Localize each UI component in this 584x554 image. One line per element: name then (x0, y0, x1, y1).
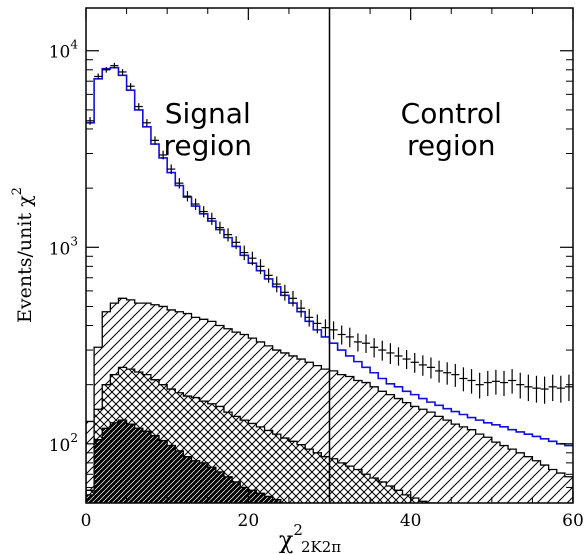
y-tick-label-base: 10 (49, 436, 71, 456)
data-point (159, 150, 168, 160)
data-point (361, 334, 371, 353)
data-point (102, 67, 111, 73)
data-point (459, 367, 468, 392)
data-point (280, 284, 289, 301)
data-point (94, 73, 103, 80)
data-point (215, 221, 224, 234)
x-tick-label: 60 (562, 511, 584, 531)
data-point (556, 375, 565, 403)
data-point (516, 372, 525, 399)
data-point (345, 327, 354, 348)
data-point (150, 136, 160, 145)
y-tick-label: 102 (49, 431, 78, 456)
data-point (475, 372, 484, 399)
data-point (264, 268, 273, 283)
data-point (394, 347, 403, 366)
plot-area (86, 62, 573, 503)
data-point (451, 363, 460, 387)
signal-region-label: Signal (165, 97, 251, 130)
y-tick-label-base: 10 (49, 43, 71, 63)
data-point (86, 117, 95, 125)
signal-region-label: region (163, 129, 252, 162)
data-point (491, 369, 500, 395)
data-point (532, 375, 541, 403)
data-point (297, 299, 306, 318)
data-point (548, 374, 557, 402)
y-tick-label-exponent: 2 (70, 431, 78, 445)
data-point (199, 206, 208, 218)
x-axis-label-sub: 2K2π (301, 538, 341, 554)
data-point (370, 338, 379, 358)
data-point (426, 357, 436, 379)
data-point (508, 369, 517, 394)
data-point (207, 212, 216, 225)
y-tick-label: 103 (49, 234, 78, 259)
control-region-label: Control (401, 97, 502, 130)
data-point (418, 355, 427, 376)
data-point (524, 374, 533, 402)
data-point (337, 325, 346, 345)
data-point (410, 352, 419, 373)
data-point (402, 350, 411, 370)
data-point (353, 333, 362, 352)
background-black-histogram (86, 419, 290, 503)
x-tick-label: 40 (400, 511, 422, 531)
y-tick-label-exponent: 4 (70, 38, 78, 52)
data-point (378, 340, 387, 361)
y-axis-label-sup: 2 (10, 187, 25, 195)
data-point (443, 362, 452, 385)
data-point (191, 198, 200, 210)
data-point (329, 321, 338, 340)
x-axis-label: χ2 2K2π (279, 521, 341, 554)
data-point (110, 62, 119, 69)
x-axis-label-sup: 2 (293, 521, 303, 539)
data-point (223, 228, 233, 242)
y-tick-label-base: 10 (49, 239, 71, 259)
data-point (321, 319, 330, 337)
data-point (118, 69, 127, 75)
data-point (240, 245, 249, 261)
data-point (288, 290, 298, 307)
data-point (167, 164, 176, 174)
data-point (499, 370, 509, 397)
data-point (386, 343, 395, 364)
data-point (483, 370, 492, 397)
x-tick-label: 20 (238, 511, 260, 531)
data-point (313, 314, 322, 334)
y-tick-label-exponent: 3 (70, 234, 78, 248)
data-point (435, 360, 444, 383)
data-point (467, 369, 476, 394)
x-axis-label-main: χ (279, 526, 294, 554)
data-point (540, 376, 549, 404)
y-axis-label-main: Events/unit χ (14, 195, 36, 323)
y-tick-label: 104 (49, 38, 79, 63)
data-point (256, 259, 265, 275)
data-point (248, 251, 257, 266)
data-point (305, 309, 314, 327)
data-point (564, 374, 573, 402)
y-axis-label: Events/unit χ2 (10, 187, 36, 323)
data-point (232, 236, 241, 250)
data-point (272, 276, 281, 293)
data-point (134, 103, 143, 111)
x-tick-label: 0 (81, 511, 92, 531)
data-point (183, 191, 192, 202)
data-point (126, 83, 135, 90)
data-point (142, 119, 151, 127)
data-point (175, 178, 184, 189)
control-region-label: region (407, 129, 496, 162)
